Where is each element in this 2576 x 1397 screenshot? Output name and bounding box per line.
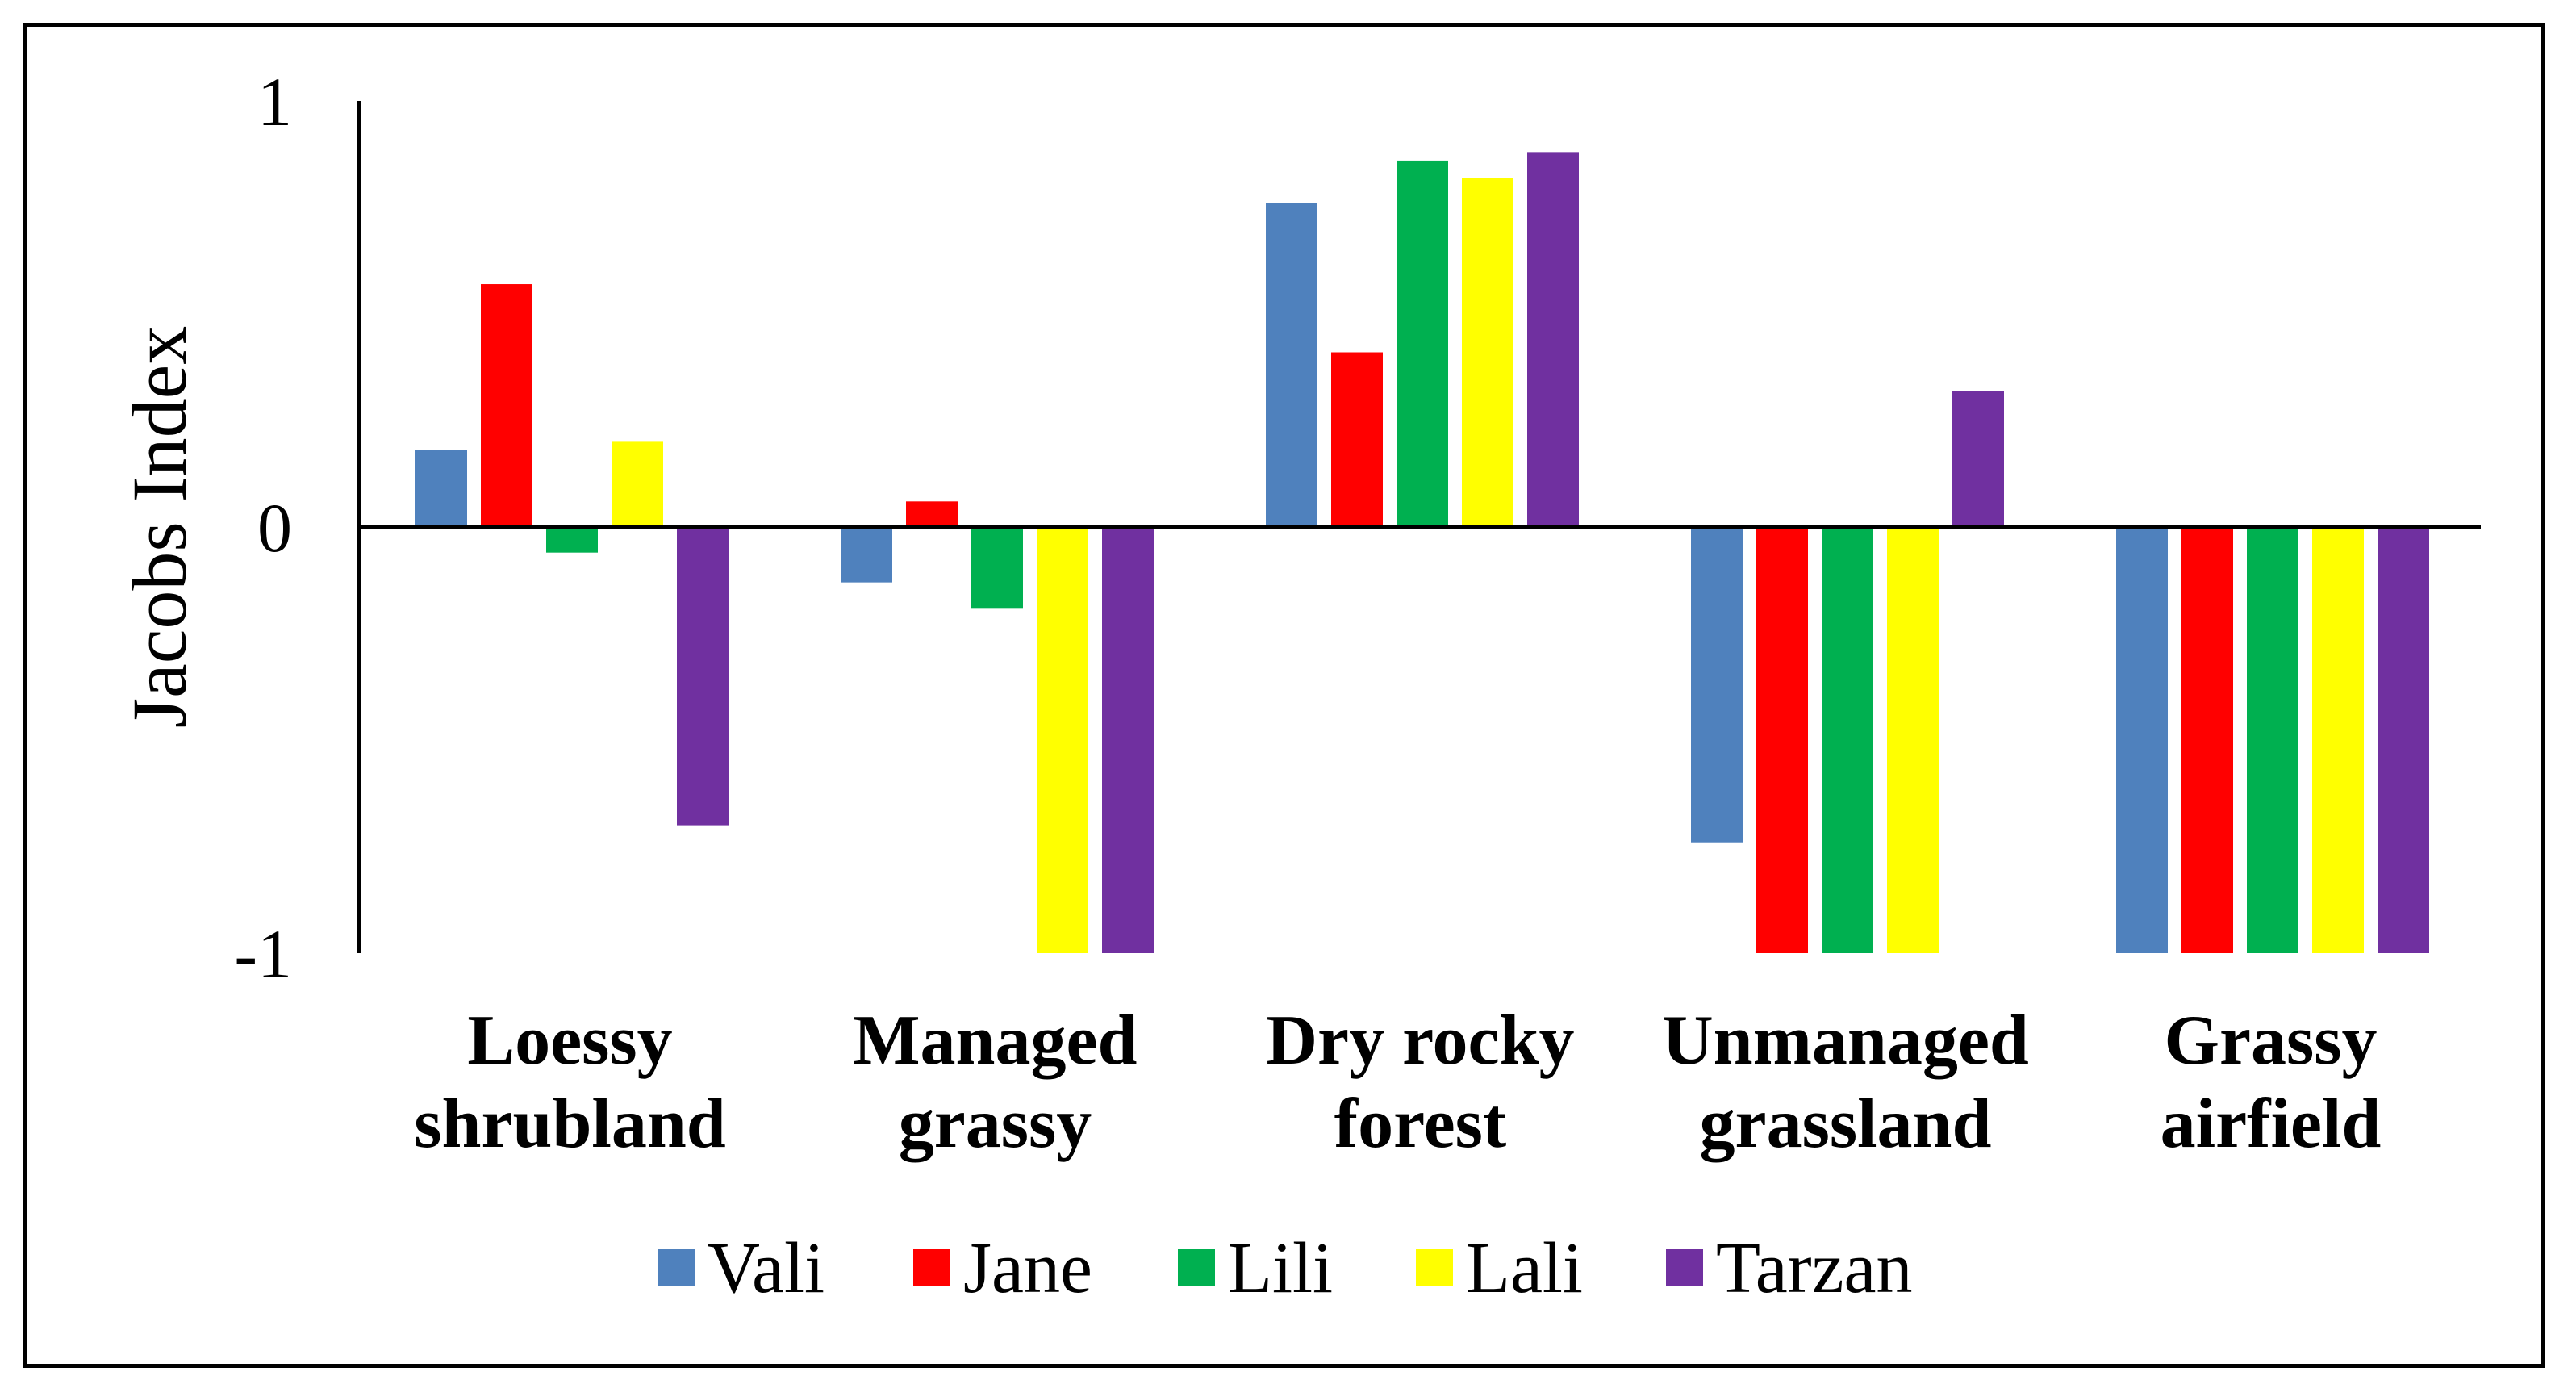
legend-swatch-vali [658, 1249, 695, 1286]
bar-tarzan [677, 527, 729, 826]
bar-lali [1462, 178, 1513, 528]
bar-lili [971, 527, 1023, 609]
category-label: shrubland [414, 1085, 725, 1163]
bar-tarzan [1527, 152, 1579, 528]
category-label: Grassy [2165, 1002, 2378, 1080]
y-tick-label: 1 [257, 63, 292, 140]
category-label: grassy [899, 1085, 1092, 1163]
legend-label-lali: Lali [1466, 1228, 1583, 1308]
bar-vali [1266, 203, 1317, 527]
legend-swatch-jane [913, 1249, 950, 1286]
bar-lali [1037, 527, 1088, 953]
legend-label-jane: Jane [963, 1228, 1092, 1308]
bar-lali [612, 441, 663, 527]
bar-jane [906, 501, 958, 527]
chart-frame [23, 23, 2545, 1368]
legend-swatch-lili [1178, 1249, 1215, 1286]
bar-lali [2312, 527, 2364, 953]
bar-tarzan [1952, 391, 2004, 527]
legend-label-vali: Vali [708, 1228, 825, 1308]
legend: Vali Jane Lili Lali Tarzan [658, 1228, 1913, 1308]
bar-vali [1691, 527, 1743, 843]
category-label: forest [1334, 1085, 1506, 1163]
legend-label-tarzan: Tarzan [1716, 1228, 1913, 1308]
bar-lili [2247, 527, 2298, 953]
bar-lili [546, 527, 598, 553]
bar-jane [1331, 352, 1383, 527]
category-label: Loessy [467, 1002, 672, 1080]
legend-label-lili: Lili [1228, 1228, 1333, 1308]
bar-vali [2116, 527, 2168, 953]
y-tick-label: 0 [257, 489, 292, 567]
category-label: Unmanaged [1662, 1002, 2029, 1080]
legend-swatch-tarzan [1666, 1249, 1703, 1286]
category-label: airfield [2161, 1085, 2382, 1163]
bar-tarzan [1102, 527, 1154, 953]
y-axis-label: Jacobs Index [116, 326, 202, 729]
bar-jane [2181, 527, 2233, 953]
bar-vali [415, 450, 467, 527]
bar-jane [481, 284, 532, 527]
category-label: Dry rocky [1266, 1002, 1574, 1080]
bar-jane [1756, 527, 1808, 953]
category-label: Managed [854, 1002, 1138, 1080]
bar-lali [1887, 527, 1939, 953]
legend-swatch-lali [1416, 1249, 1453, 1286]
y-tick-labels: 1 0 -1 [234, 63, 292, 993]
bar-lili [1822, 527, 1873, 953]
bar-tarzan [2378, 527, 2429, 953]
bar-lili [1397, 160, 1448, 528]
bar-vali [841, 527, 892, 583]
y-tick-label: -1 [234, 915, 292, 993]
category-label: grassland [1700, 1085, 1992, 1163]
bars-layer [415, 152, 2429, 953]
